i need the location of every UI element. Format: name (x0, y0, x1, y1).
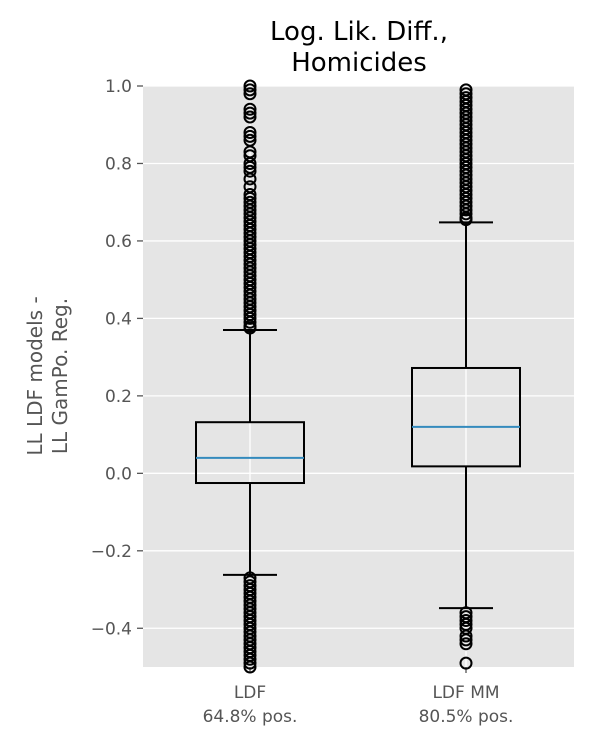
y-tick-label-6: −0.2 (91, 542, 132, 562)
outlier-0-0 (243, 79, 257, 93)
outlier-0-75 (243, 660, 257, 674)
outlier-0-11 (243, 156, 257, 170)
plot-area (143, 86, 574, 667)
outlier-0-13 (243, 164, 257, 178)
outlier-1-32 (459, 207, 473, 221)
outlier-0-48 (243, 311, 257, 325)
outlier-0-51 (243, 321, 257, 335)
outlier-1-42 (459, 637, 473, 651)
box-iqr-0 (195, 421, 305, 485)
chart-title-line-1: Log. Lik. Diff., (270, 17, 448, 47)
outlier-0-5 (243, 110, 257, 124)
y-axis-label-line-1: LL LDF models - (23, 296, 47, 455)
outlier-0-2 (243, 87, 257, 101)
box-iqr-1 (411, 366, 521, 468)
outlier-1-34 (459, 213, 473, 227)
x-label-ldf-mm: LDF MM (432, 683, 499, 703)
outlier-0-6 (243, 125, 257, 139)
y-tick-label-5: 0.0 (105, 464, 132, 484)
y-tick-label-7: −0.4 (91, 619, 132, 639)
box-group-1 (411, 83, 521, 670)
outlier-0-1 (243, 83, 257, 97)
outlier-1-40 (459, 629, 473, 643)
boxes (195, 79, 521, 674)
outlier-1-31 (459, 203, 473, 217)
outlier-0-3 (243, 102, 257, 116)
outlier-0-74 (243, 656, 257, 670)
outlier-0-4 (243, 106, 257, 120)
y-tick-label-3: 0.4 (105, 309, 132, 329)
y-tick-label-2: 0.6 (105, 232, 132, 252)
y-axis-label-line-2: LL GamPo. Reg. (48, 298, 72, 454)
y-tick-label-0: 1.0 (105, 77, 132, 97)
outlier-0-73 (243, 652, 257, 666)
y-axis-ticks: 1.0 0.8 0.6 0.4 0.2 0.0 −0.2 −0.4 (91, 77, 467, 673)
outlier-1-43 (459, 656, 473, 670)
outlier-1-41 (459, 633, 473, 647)
outlier-0-14 (243, 172, 257, 186)
x-sublabel-ldf: 64.8% pos. (203, 707, 298, 727)
y-tick-label-1: 0.8 (105, 154, 132, 174)
x-sublabel-ldf-mm: 80.5% pos. (419, 707, 514, 727)
outlier-0-7 (243, 129, 257, 143)
box-group-0 (195, 79, 305, 674)
chart-title-line-2: Homicides (291, 48, 427, 78)
x-label-ldf: LDF (234, 683, 266, 703)
y-tick-label-4: 0.2 (105, 387, 132, 407)
outlier-1-37 (459, 614, 473, 628)
outlier-0-49 (243, 315, 257, 329)
